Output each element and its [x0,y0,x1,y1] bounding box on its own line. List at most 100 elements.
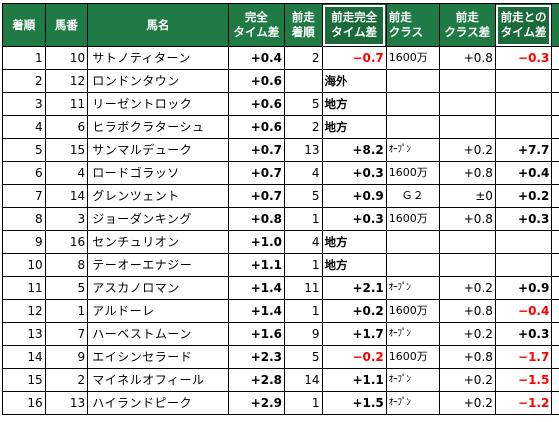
cell-name: アルドーレ [87,299,229,323]
cell-prev-class: Ｇ２ [385,184,440,208]
table-row[interactable]: 8 3 ジョーダンキング +0.8 1 +0.3 1600万 +0.8 +0.3 [2,207,559,231]
cell-num: 7 [44,322,89,346]
table-row[interactable]: 11 5 アスカノロマン +1.4 11 +2.1 ｵｰﾌﾟﾝ +0.2 +0.9 [2,276,559,300]
cell-overflow [551,368,559,392]
results-table-wrapper: 着順 馬番 馬名 完全 タイム差 前走 着順 前走完全 タイム差 前走 クラス … [2,3,559,415]
cell-time-diff: +0.6 [227,115,286,139]
cell-overflow [551,207,559,231]
cell-prev-class [385,92,440,116]
cell-overflow [551,253,559,277]
table-row[interactable]: 2 12 ロンドンタウン +0.6 海外 [2,69,559,93]
cell-time-diff: +1.6 [227,322,286,346]
table-row[interactable]: 6 4 ロードゴラッソ +0.7 4 +0.3 1600万 +0.8 +0.4 [2,161,559,185]
cell-prev-time-diff: +1.7 [321,322,387,346]
cell-prev-time-diff: +2.1 [321,276,387,300]
cell-rank: 3 [2,92,46,116]
cell-overflow [551,230,559,254]
cell-rank: 10 [2,253,46,277]
table-row[interactable]: 14 9 エイシンセラード +2.3 5 −0.2 1600万 +0.8 −1.7 [2,345,559,369]
cell-time-diff: +0.6 [227,69,286,93]
cell-prev-class-diff: +0.2 [438,322,496,346]
cell-time-diff: +1.0 [227,230,286,254]
cell-diff-vs-prev: +7.7 [494,138,553,162]
table-row[interactable]: 10 8 テーオーエナジー +1.1 1 地方 [2,253,559,277]
table-row[interactable]: 3 11 リーゼントロック +0.6 5 地方 [2,92,559,116]
col-header-prev-time-diff[interactable]: 前走完全 タイム差 [321,3,387,47]
cell-name: センチュリオン [87,230,229,254]
cell-name: グレンツェント [87,184,229,208]
cell-num: 11 [44,92,89,116]
cell-prev-class-diff: +0.2 [438,368,496,392]
cell-rank: 14 [2,345,46,369]
cell-num: 3 [44,207,89,231]
cell-name: サンマルデューク [87,138,229,162]
table-row[interactable]: 5 15 サンマルデューク +0.7 13 +8.2 ｵｰﾌﾟﾝ +0.2 +7.7 [2,138,559,162]
cell-time-diff: +2.3 [227,345,286,369]
table-row[interactable]: 16 13 ハイランドピーク +2.9 1 +1.5 ｵｰﾌﾟﾝ +0.2 −1.2 [2,391,559,415]
cell-name: マイネルオフィール [87,368,229,392]
table-row[interactable]: 1 10 サトノティターン +0.4 2 −0.7 1600万 +0.8 −0.3 [2,46,559,70]
table-row[interactable]: 7 14 グレンツェント +0.7 5 +0.9 Ｇ２ ±0 +0.2 [2,184,559,208]
cell-prev-time-diff: 地方 [321,92,387,116]
cell-overflow [551,161,559,185]
cell-prev-class-diff [438,253,496,277]
col-header-prev-class-diff[interactable]: 前走 クラス差 [438,3,496,47]
cell-overflow [551,184,559,208]
cell-prev-time-diff: +0.9 [321,184,387,208]
cell-diff-vs-prev: +0.2 [494,184,553,208]
col-header-rank[interactable]: 着順 [2,3,46,47]
cell-rank: 4 [2,115,46,139]
cell-prev-time-diff: +0.2 [321,299,387,323]
results-body: 1 10 サトノティターン +0.4 2 −0.7 1600万 +0.8 −0.3 2 12 ロンドン… [2,46,559,415]
cell-time-diff: +1.1 [227,253,286,277]
cell-rank: 7 [2,184,46,208]
cell-prev-class-diff: +0.2 [438,138,496,162]
cell-rank: 9 [2,230,46,254]
cell-prev-rank: 1 [284,253,323,277]
cell-prev-class [385,69,440,93]
cell-prev-class [385,230,440,254]
cell-prev-class-diff: +0.8 [438,46,496,70]
table-row[interactable]: 15 2 マイネルオフィール +2.8 14 +1.1 ｵｰﾌﾟﾝ +0.2 −1.5 [2,368,559,392]
cell-rank: 11 [2,276,46,300]
cell-name: アスカノロマン [87,276,229,300]
table-row[interactable]: 9 16 センチュリオン +1.0 4 地方 [2,230,559,254]
cell-diff-vs-prev: −0.3 [494,46,553,70]
cell-prev-rank: 13 [284,138,323,162]
col-header-num[interactable]: 馬番 [44,3,89,47]
cell-diff-vs-prev: +0.9 [494,276,553,300]
race-results-table: 着順 馬番 馬名 完全 タイム差 前走 着順 前走完全 タイム差 前走 クラス … [2,3,559,415]
cell-diff-vs-prev [494,69,553,93]
cell-overflow [551,299,559,323]
cell-prev-rank [284,69,323,93]
cell-prev-time-diff: 地方 [321,230,387,254]
cell-prev-rank: 9 [284,322,323,346]
col-header-prev-class[interactable]: 前走 クラス [385,3,440,47]
cell-rank: 12 [2,299,46,323]
cell-name: ロンドンタウン [87,69,229,93]
cell-prev-rank: 14 [284,368,323,392]
cell-time-diff: +1.4 [227,299,286,323]
col-header-prev-rank[interactable]: 前走 着順 [284,3,323,47]
cell-rank: 13 [2,322,46,346]
table-row[interactable]: 12 1 アルドーレ +1.4 1 +0.2 1600万 +0.8 −0.4 [2,299,559,323]
cell-prev-class-diff [438,92,496,116]
col-header-time-diff[interactable]: 完全 タイム差 [227,3,286,47]
cell-name: サトノティターン [87,46,229,70]
cell-num: 13 [44,391,89,415]
cell-prev-rank: 1 [284,391,323,415]
table-row[interactable]: 13 7 ハーベストムーン +1.6 9 +1.7 ｵｰﾌﾟﾝ +0.2 +0.3 [2,322,559,346]
cell-prev-rank: 4 [284,230,323,254]
cell-overflow [551,138,559,162]
cell-prev-time-diff: +1.1 [321,368,387,392]
cell-prev-time-diff: 地方 [321,115,387,139]
cell-prev-rank: 1 [284,299,323,323]
col-header-name[interactable]: 馬名 [87,3,229,47]
cell-prev-class: 1600万 [385,161,440,185]
cell-diff-vs-prev: −1.7 [494,345,553,369]
cell-diff-vs-prev: +0.3 [494,207,553,231]
cell-prev-class: ｵｰﾌﾟﾝ [385,391,440,415]
cell-overflow [551,391,559,415]
col-header-diff-vs-prev[interactable]: 前走との タイム差 [494,3,553,47]
table-row[interactable]: 4 6 ヒラボクラターシュ +0.6 2 地方 [2,115,559,139]
